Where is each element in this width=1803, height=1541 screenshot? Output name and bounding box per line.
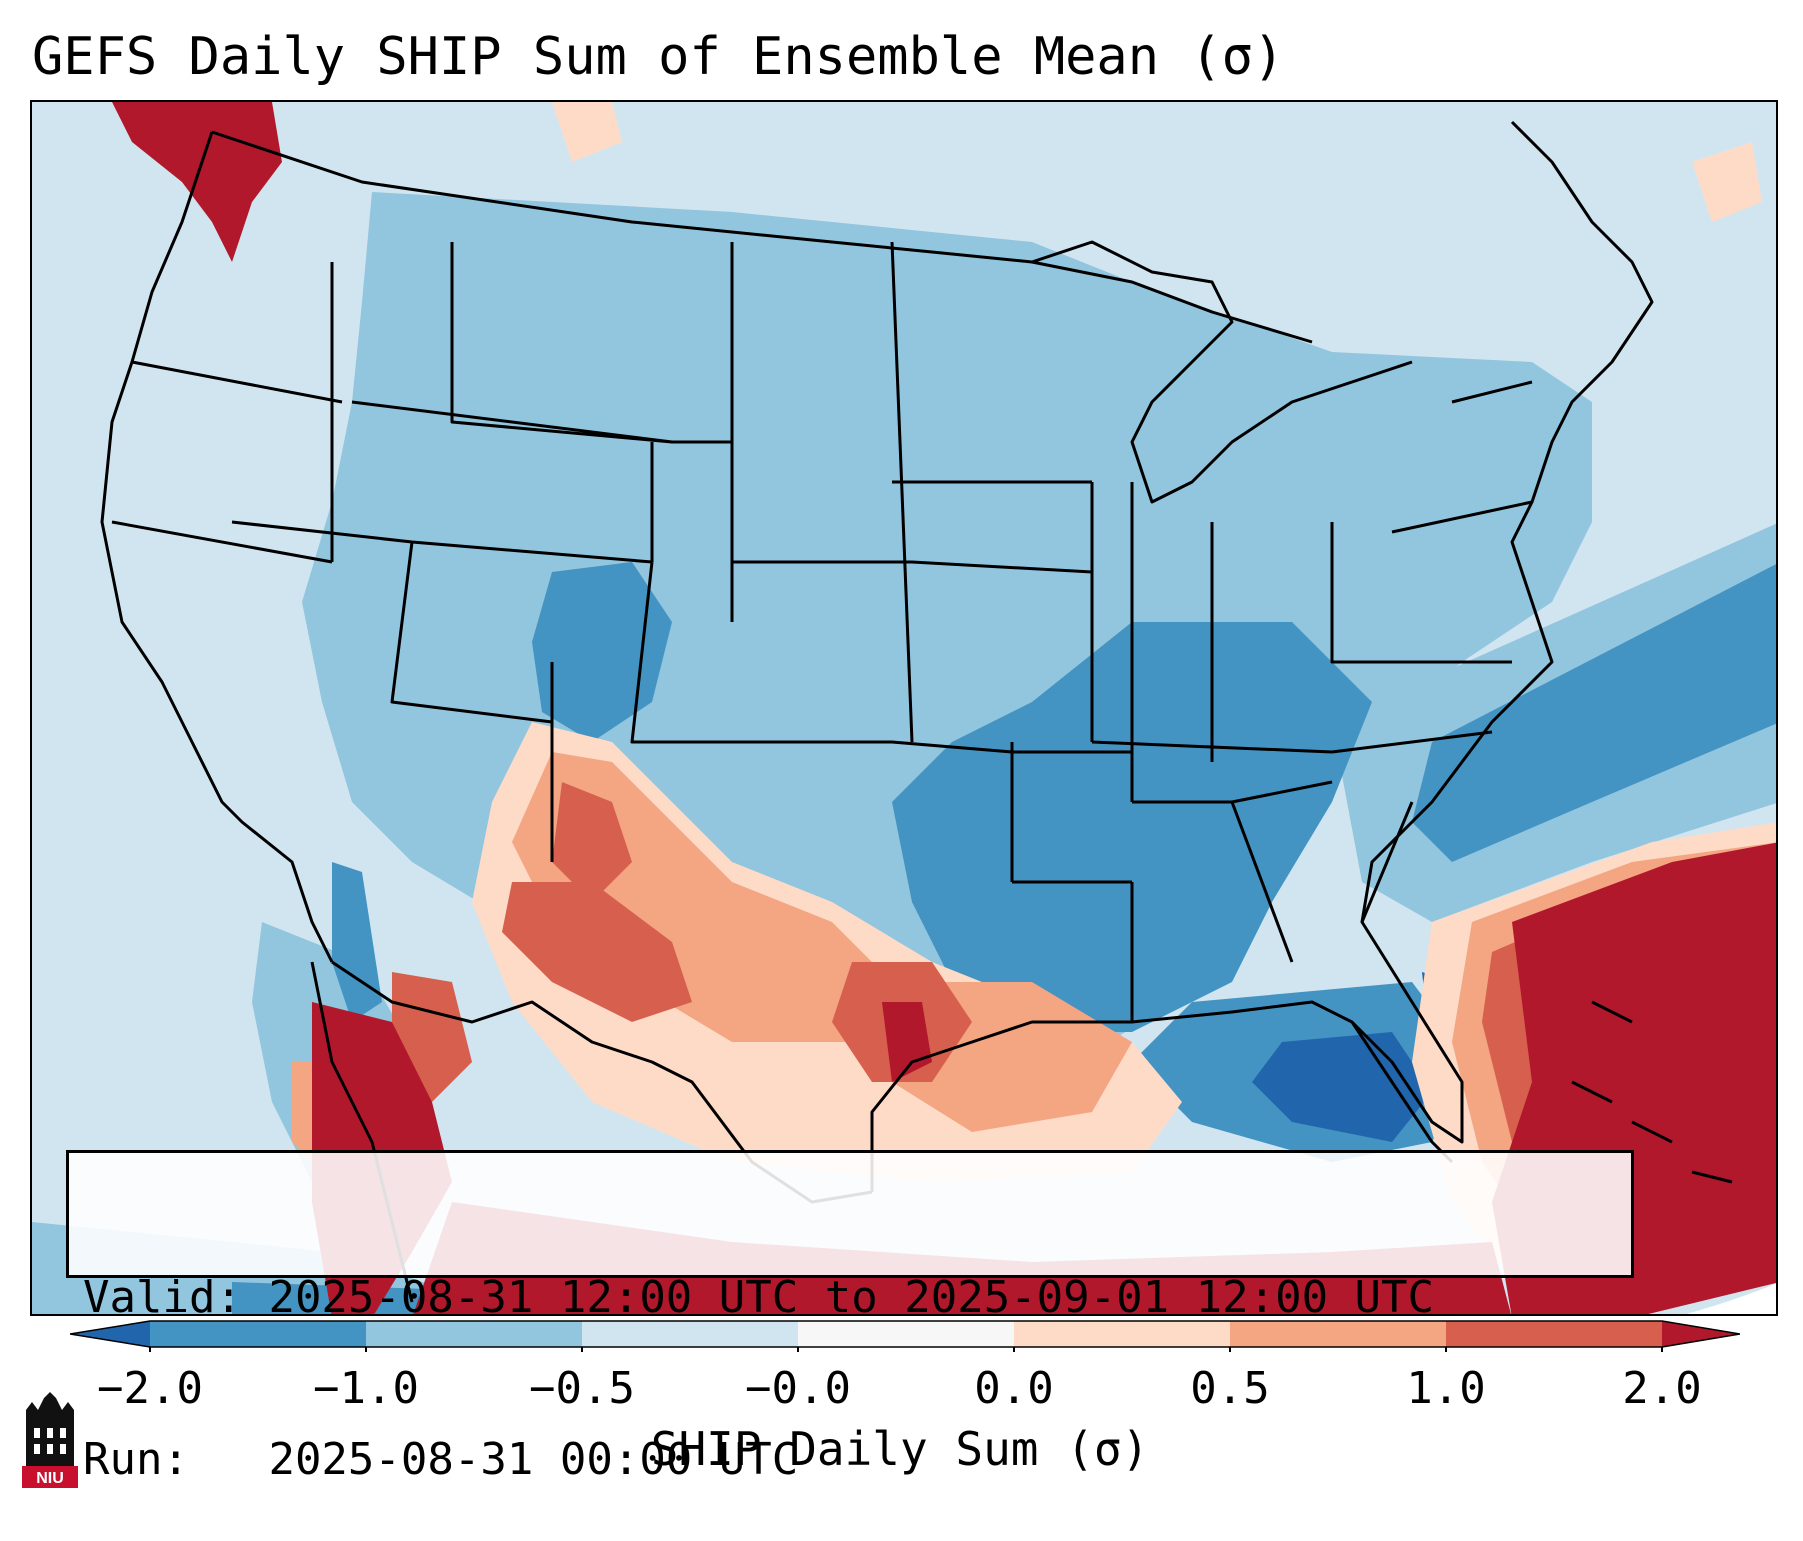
colorbar-tick-label: −0.5 [529,1363,635,1414]
logo-tower-top [26,1392,74,1422]
west-coast [100,131,334,963]
valid-info-box: Valid: 2025-08-31 12:00 UTC to 2025-09-0… [66,1150,1634,1485]
logo-band [22,1466,78,1488]
map-panel [30,100,1778,1316]
east-coast [870,120,1654,1192]
colorbar-bin [582,1321,798,1347]
colorbar-tick-label: −0.0 [745,1363,851,1414]
chart-title: GEFS Daily SHIP Sum of Ensemble Mean (σ) [32,27,1285,87]
colorbar-bin [366,1321,582,1347]
colorbar-tick-label: −2.0 [97,1363,203,1414]
colorbar-below-min [70,1321,150,1347]
colorbar-tick-label: 0.5 [1190,1363,1270,1414]
caribbean [1571,1000,1733,1184]
projection-edge-right [1686,1283,1776,1314]
colorbar-bin [1230,1321,1446,1347]
valid-line: Valid: 2025-08-31 12:00 UTC to 2025-09-0… [83,1271,1617,1325]
colorbar-bin [150,1321,366,1347]
run-line: Run: 2025-08-31 00:00 UTC [83,1433,1617,1487]
canada-border [211,130,1313,344]
valid-value: 2025-08-31 12:00 UTC to 2025-09-01 12:00… [268,1272,1435,1323]
logo-text: NIU [36,1470,64,1487]
state-lines [111,241,1533,1022]
colorbar-tick-label: 0.0 [974,1363,1054,1414]
colorbar-bin [798,1321,1014,1347]
colorbar-bin [1014,1321,1230,1347]
colorbar-tick-label: 1.0 [1406,1363,1486,1414]
colorbar-above-max [1662,1321,1740,1347]
valid-label: Valid: [83,1272,242,1323]
colorbar-tick-label: −1.0 [313,1363,419,1414]
run-label: Run: [83,1434,189,1485]
niu-logo: NIU [22,1392,78,1488]
run-value: 2025-08-31 00:00 UTC [268,1434,799,1485]
colorbar-tick-label: 2.0 [1622,1363,1702,1414]
colorbar-bin [1446,1321,1662,1347]
logo-windows [34,1428,66,1454]
map-canvas [32,102,1776,1314]
great-lakes [1031,240,1413,504]
colorbar-ticks [149,1347,1663,1352]
colorbar [70,1320,1740,1352]
colorbar-label: SHIP Daily Sum (σ) [650,1422,1150,1476]
